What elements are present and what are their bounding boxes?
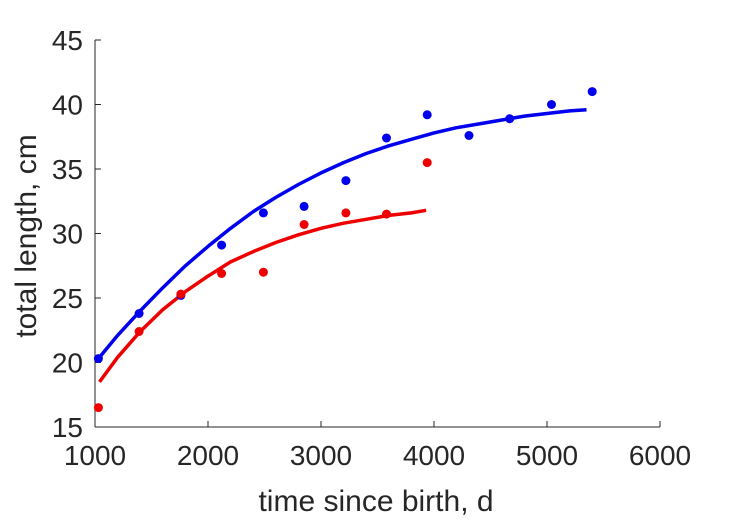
- data-point-series-2: [217, 269, 227, 278]
- data-point-series-1: [217, 240, 227, 250]
- x-axis-label: time since birth, d: [258, 485, 493, 518]
- data-point-series-1: [93, 354, 103, 364]
- x-tick-label: 6000: [629, 440, 691, 471]
- x-tick-label: 1000: [64, 440, 126, 471]
- x-tick-label: 5000: [516, 440, 578, 471]
- y-tick-label: 15: [52, 412, 83, 443]
- data-points: [93, 87, 597, 413]
- data-point-series-1: [422, 110, 432, 120]
- data-point-series-2: [341, 208, 351, 218]
- x-tick-label: 4000: [403, 440, 465, 471]
- y-tick-label: 35: [52, 154, 83, 185]
- x-tick-label: 2000: [177, 440, 239, 471]
- data-point-series-1: [505, 114, 515, 124]
- data-point-series-1: [464, 131, 474, 140]
- data-point-series-1: [587, 87, 597, 97]
- data-point-series-1: [547, 100, 556, 109]
- fit-curve-series-2: [98, 208, 427, 383]
- y-tick-label: 20: [52, 348, 83, 379]
- y-tick-label: 45: [52, 25, 83, 56]
- axes: 1000 2000 3000 4000 5000 6000 15 20 25 30 35 40 45: [52, 25, 691, 471]
- data-point-series-1: [299, 201, 309, 211]
- data-point-series-2: [382, 209, 391, 219]
- data-point-series-2: [422, 158, 432, 168]
- y-tick-label: 40: [52, 90, 83, 121]
- y-tick-label: 30: [52, 219, 83, 250]
- data-point-series-1: [341, 176, 351, 186]
- data-point-series-2: [299, 220, 309, 229]
- data-point-series-2: [134, 327, 144, 336]
- data-point-series-1: [134, 309, 144, 318]
- y-axis-label: total length, cm: [10, 134, 43, 337]
- data-point-series-1: [258, 208, 268, 218]
- data-point-series-2: [176, 289, 186, 299]
- data-point-series-2: [93, 403, 103, 413]
- data-point-series-2: [258, 267, 268, 277]
- x-tick-label: 3000: [290, 440, 352, 471]
- data-point-series-1: [382, 133, 391, 143]
- y-tick-label: 25: [52, 283, 83, 314]
